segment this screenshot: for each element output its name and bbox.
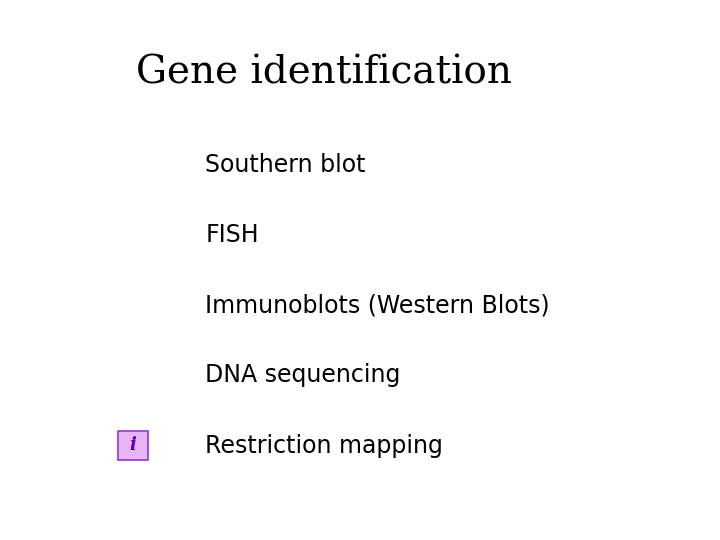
Text: Restriction mapping: Restriction mapping <box>205 434 443 457</box>
Text: DNA sequencing: DNA sequencing <box>205 363 400 387</box>
Text: FISH: FISH <box>205 223 258 247</box>
FancyBboxPatch shape <box>118 430 148 461</box>
Text: Southern blot: Southern blot <box>205 153 366 177</box>
Text: Immunoblots (Western Blots): Immunoblots (Western Blots) <box>205 293 550 317</box>
Text: i: i <box>130 436 137 455</box>
Text: Gene identification: Gene identification <box>136 54 512 91</box>
